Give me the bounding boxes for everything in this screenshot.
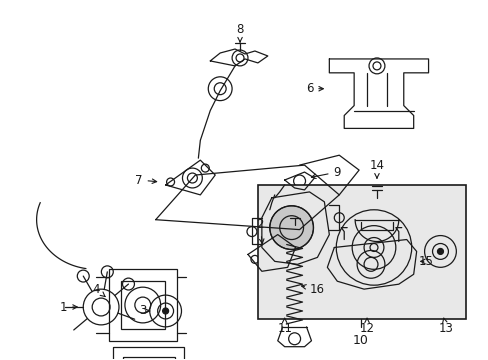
Text: 15: 15 xyxy=(418,255,433,268)
Text: 7: 7 xyxy=(135,174,156,186)
Text: 4: 4 xyxy=(92,283,105,297)
Text: 12: 12 xyxy=(359,318,374,336)
Text: 13: 13 xyxy=(438,318,453,336)
Bar xyxy=(257,185,466,319)
Text: 14: 14 xyxy=(369,159,384,178)
Text: 2: 2 xyxy=(256,218,264,243)
Text: 6: 6 xyxy=(305,82,323,95)
Bar xyxy=(121,281,164,329)
Bar xyxy=(113,347,184,360)
Circle shape xyxy=(269,206,313,249)
Text: 16: 16 xyxy=(301,283,324,296)
Text: 11: 11 xyxy=(277,318,292,336)
Text: 1: 1 xyxy=(60,301,77,314)
Text: 5: 5 xyxy=(0,359,1,360)
Text: 10: 10 xyxy=(352,334,368,347)
Bar xyxy=(109,269,176,341)
Bar xyxy=(122,357,174,360)
Circle shape xyxy=(437,248,443,255)
Circle shape xyxy=(163,308,168,314)
Text: 3: 3 xyxy=(139,305,149,318)
Text: 9: 9 xyxy=(311,166,340,179)
Text: 8: 8 xyxy=(236,23,243,42)
